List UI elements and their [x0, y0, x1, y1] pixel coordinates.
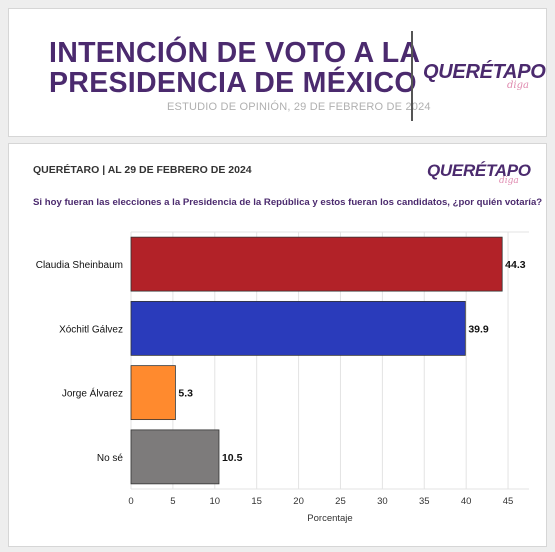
category-label: Claudia Sheinbaum [36, 260, 123, 271]
page-title-line-2: PRESIDENCIA DE MÉXICO [49, 67, 417, 99]
category-label: Xóchitl Gálvez [59, 324, 123, 335]
brand-logo-subtext: diga [507, 80, 529, 91]
bar [130, 236, 503, 292]
x-tick-label: 25 [335, 496, 346, 507]
x-tick-label: 30 [377, 496, 388, 507]
bar-value-label: 10.5 [222, 452, 243, 464]
page-subtitle: ESTUDIO DE OPINIÓN, 29 DE FEBRERO DE 202… [167, 101, 431, 113]
bar-chart: 0 5 10 15 20 25 30 35 40 45 44.3 Claudia Sheinbaum 3… [36, 231, 529, 524]
x-tick-label: 35 [419, 496, 430, 507]
header-card: INTENCIÓN DE VOTO A LA PRESIDENCIA DE MÉ… [8, 8, 547, 137]
survey-question: Si hoy fueran las elecciones a la Presid… [33, 197, 543, 208]
chart-location-date: QUERÉTARO | AL 29 DE FEBRERO DE 2024 [33, 164, 252, 176]
x-tick-label: 20 [293, 496, 304, 507]
x-tick-label: 0 [128, 496, 133, 507]
x-tick-label: 45 [503, 496, 514, 507]
x-tick-label: 40 [461, 496, 472, 507]
x-tick-label: 15 [251, 496, 262, 507]
chart-brand-logo-text: QUERÉTAPO [427, 161, 531, 180]
brand-logo: QUERÉTAPO diga [423, 61, 546, 91]
category-label: No sé [97, 453, 124, 464]
chart-card: QUERÉTARO | AL 29 DE FEBRERO DE 2024 QUE… [8, 143, 547, 547]
category-label: Jorge Álvarez [62, 387, 123, 400]
bar [130, 300, 466, 356]
brand-logo-text: QUERÉTAPO [423, 61, 546, 83]
chart-brand-logo-subtext: diga [499, 176, 519, 186]
chart-brand-logo: QUERÉTAPO diga [427, 161, 531, 186]
bar-value-label: 39.9 [468, 323, 489, 335]
header-divider [411, 31, 413, 121]
x-tick-label: 5 [170, 496, 175, 507]
bar [130, 365, 176, 421]
x-tick-label: 10 [210, 496, 221, 507]
bar-value-label: 5.3 [178, 388, 193, 400]
bar [130, 429, 220, 485]
x-axis-title: Porcentaje [307, 513, 352, 524]
page-title-line-1: INTENCIÓN DE VOTO A LA [49, 37, 421, 69]
bar-value-label: 44.3 [505, 259, 526, 271]
